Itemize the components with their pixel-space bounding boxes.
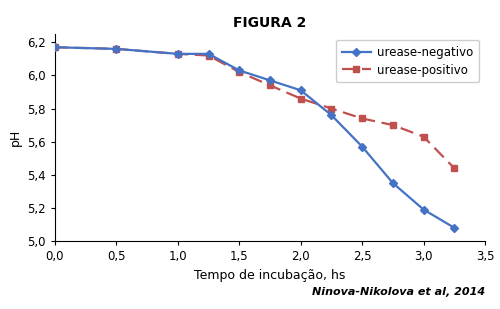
urease-negativo: [452, 226, 458, 230]
urease-positivo: [175, 52, 181, 56]
Line: urease-positivo: urease-positivo: [52, 44, 458, 171]
urease-positivo: [114, 47, 119, 51]
urease-negativo: [114, 47, 119, 51]
urease-negativo: [175, 52, 181, 56]
urease-positivo: [298, 97, 304, 100]
urease-positivo: [52, 45, 58, 49]
Text: Ninova-Nikolova et al, 2014: Ninova-Nikolova et al, 2014: [312, 287, 485, 297]
urease-negativo: [359, 145, 365, 148]
Line: urease-negativo: urease-negativo: [52, 44, 458, 231]
Title: FIGURA 2: FIGURA 2: [234, 16, 306, 30]
urease-negativo: [236, 69, 242, 72]
urease-positivo: [328, 107, 334, 110]
urease-positivo: [359, 116, 365, 120]
X-axis label: Tempo de incubação, hs: Tempo de incubação, hs: [194, 269, 346, 281]
urease-positivo: [267, 83, 273, 87]
urease-positivo: [452, 166, 458, 170]
urease-positivo: [206, 54, 212, 57]
urease-negativo: [298, 88, 304, 92]
urease-negativo: [420, 208, 426, 211]
urease-negativo: [267, 78, 273, 82]
urease-negativo: [52, 45, 58, 49]
urease-negativo: [390, 181, 396, 185]
urease-positivo: [420, 135, 426, 138]
urease-positivo: [390, 123, 396, 127]
Y-axis label: pH: pH: [8, 129, 22, 146]
Legend: urease-negativo, urease-positivo: urease-negativo, urease-positivo: [336, 40, 479, 83]
urease-negativo: [206, 52, 212, 56]
urease-positivo: [236, 70, 242, 74]
urease-negativo: [328, 113, 334, 117]
